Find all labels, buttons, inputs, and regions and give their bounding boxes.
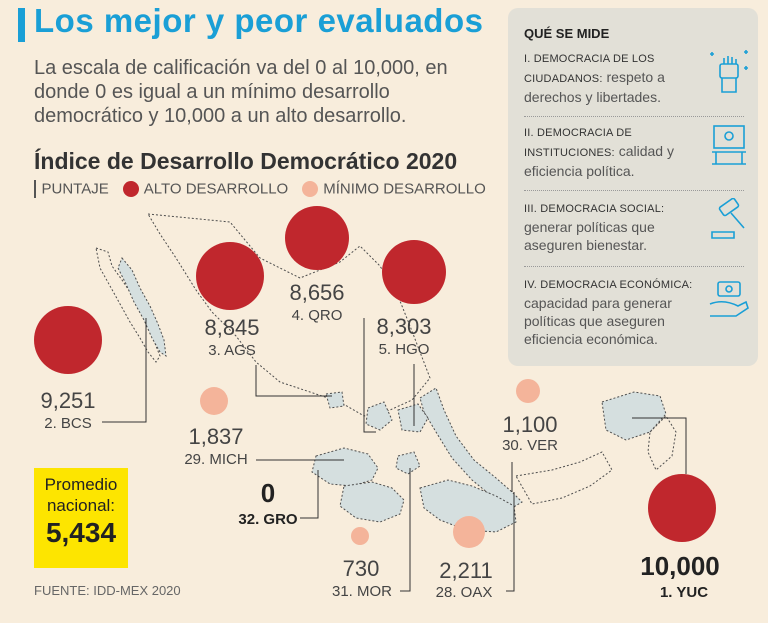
panel-divider-2 <box>524 190 744 191</box>
institution-podium-icon <box>712 125 746 165</box>
raised-fist-icon <box>710 50 748 93</box>
section-economic-text: capacidad para generar políticas que ase… <box>524 295 672 347</box>
map-aguascalientes <box>325 391 345 409</box>
map-michoacan <box>311 447 379 487</box>
map-oaxaca <box>419 479 517 533</box>
legend-score-label: PUNTAJE <box>41 180 109 198</box>
section-institutions-text: calidad y eficiencia política. <box>524 143 674 179</box>
chart-title: Índice de Desarrollo Democrático 2020 <box>34 148 458 174</box>
subtitle: La escala de calificación va del 0 al 10… <box>34 57 448 127</box>
national-average-value: 5,434 <box>45 517 117 548</box>
info-panel: QUÉ SE MIDE I. DEMOCRACIA DE LOS CIUDADA… <box>508 8 758 366</box>
map-yucatan <box>601 391 667 441</box>
map-bcs <box>117 257 167 358</box>
legend-low-dot <box>302 181 319 198</box>
panel-heading: QUÉ SE MIDE <box>524 26 610 41</box>
section-citizens-caption: I. DEMOCRACIA DE LOS CIUDADANOS: <box>524 53 655 85</box>
source-note: FUENTE: IDD-MEX 2020 <box>34 583 181 598</box>
legend-high-label: ALTO DESARROLLO <box>143 180 289 198</box>
legend-low-label: MÍNIMO DESARROLLO <box>323 180 486 198</box>
money-hand-icon <box>709 281 749 317</box>
gavel-icon <box>711 198 745 239</box>
section-social: III. DEMOCRACIA SOCIAL: generar política… <box>524 198 699 254</box>
section-economic: IV. DEMOCRACIA ECONÓMICA: capacidad para… <box>524 274 699 348</box>
section-economic-caption: IV. DEMOCRACIA ECONÓMICA: <box>524 279 693 291</box>
section-social-caption: III. DEMOCRACIA SOCIAL: <box>524 203 665 215</box>
map-queretaro <box>365 401 393 431</box>
section-social-text: generar políticas que aseguren bienestar… <box>524 219 655 253</box>
section-institutions-caption: II. DEMOCRACIA DE INSTITUCIONES: <box>524 127 632 159</box>
title-accent-bar <box>18 8 25 42</box>
map-guerrero <box>339 481 405 523</box>
panel-divider-3 <box>524 266 744 267</box>
map-veracruz <box>419 387 523 509</box>
map-hidalgo <box>397 403 429 433</box>
legend: PUNTAJE ALTO DESARROLLO MÍNIMO DESARROLLO <box>34 180 486 200</box>
legend-separator <box>34 180 36 199</box>
map-mainland-north <box>147 213 431 417</box>
panel-divider-1 <box>524 116 744 117</box>
section-institutions: II. DEMOCRACIA DE INSTITUCIONES: calidad… <box>524 122 699 180</box>
map-morelos <box>395 451 421 475</box>
legend-high-dot <box>122 181 139 198</box>
map-baja-california <box>95 247 161 363</box>
section-citizens-text: respeto a derechos y libertades. <box>524 69 665 105</box>
page-title: Los mejor y peor evaluados <box>34 2 484 39</box>
national-average-box: Promedio nacional: 5,434 <box>34 468 128 568</box>
national-average-label: Promedio nacional: <box>44 475 118 515</box>
section-citizens: I. DEMOCRACIA DE LOS CIUDADANOS: respeto… <box>524 48 699 106</box>
map-south-east <box>515 451 613 505</box>
